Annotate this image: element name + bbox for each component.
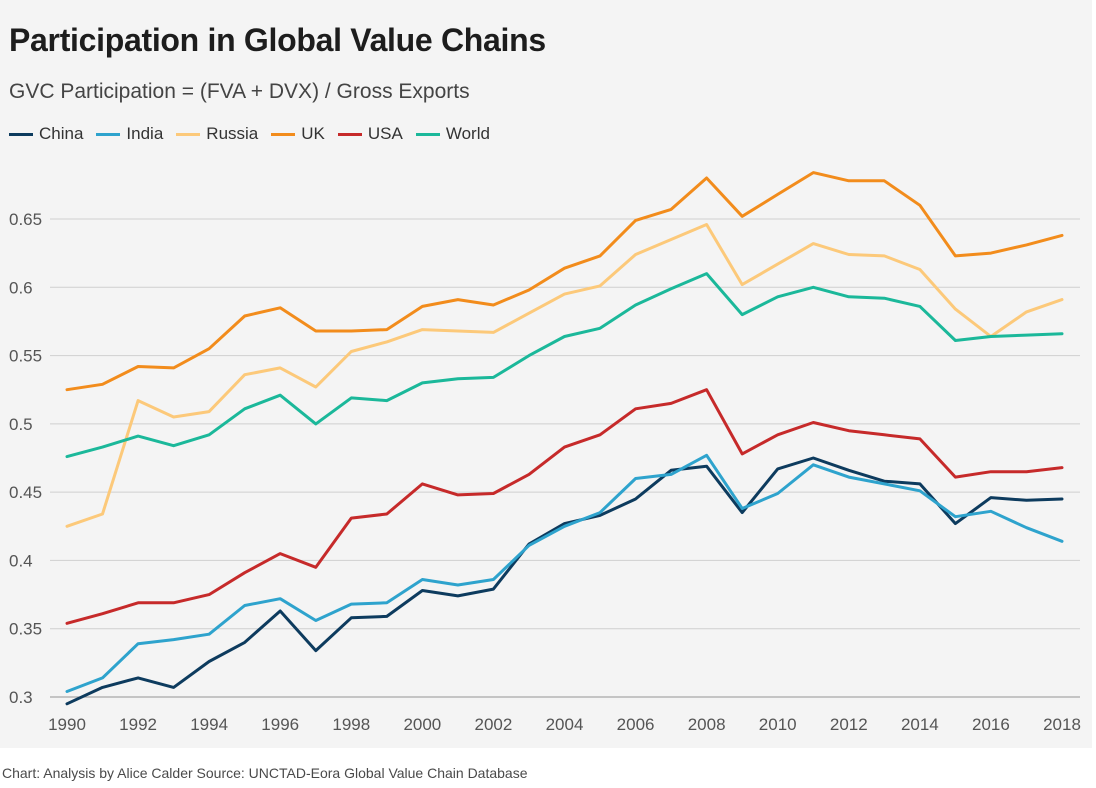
x-tick-label: 2012 xyxy=(830,715,868,734)
y-tick-label: 0.5 xyxy=(9,415,33,434)
x-tick-label: 2008 xyxy=(688,715,726,734)
y-tick-label: 0.6 xyxy=(9,278,33,297)
x-tick-label: 1992 xyxy=(119,715,157,734)
y-tick-label: 0.35 xyxy=(9,620,42,639)
legend-label: India xyxy=(126,124,164,143)
legend-label: Russia xyxy=(206,124,259,143)
legend-label: UK xyxy=(301,124,325,143)
legend-swatch xyxy=(176,132,201,136)
chart-panel xyxy=(0,0,1092,748)
series-line-uk xyxy=(65,171,1064,392)
x-tick-label: 1990 xyxy=(48,715,86,734)
x-tick-label: 2010 xyxy=(759,715,797,734)
x-tick-label: 2000 xyxy=(403,715,441,734)
x-tick-label: 1994 xyxy=(190,715,228,734)
chart-legend: China India Russia UK USA World xyxy=(9,124,503,144)
x-tick-label: 2004 xyxy=(546,715,584,734)
series-line-india xyxy=(65,453,1064,693)
legend-item-india: India xyxy=(96,124,163,144)
legend-label: China xyxy=(39,124,84,143)
series-line-russia xyxy=(65,223,1064,528)
legend-swatch xyxy=(9,132,33,136)
series-line-usa xyxy=(65,388,1064,625)
legend-swatch xyxy=(271,132,296,136)
legend-swatch xyxy=(415,132,440,136)
legend-item-russia: Russia xyxy=(176,124,258,144)
series-line-world xyxy=(65,272,1064,459)
x-tick-label: 2006 xyxy=(617,715,655,734)
legend-label: USA xyxy=(367,124,403,143)
x-tick-label: 1996 xyxy=(261,715,299,734)
chart-title: Participation in Global Value Chains xyxy=(9,22,546,58)
x-tick-label: 2018 xyxy=(1043,715,1081,734)
x-tick-label: 1998 xyxy=(332,715,370,734)
y-tick-label: 0.55 xyxy=(9,347,42,366)
line-chart: 0.3 0.35 0.4 0.45 0.5 0.55 0.6 0.65 1990 1992 1994… xyxy=(9,171,1081,734)
legend-swatch xyxy=(96,132,121,136)
legend-item-world: World xyxy=(415,124,490,144)
legend-label: World xyxy=(445,124,490,143)
legend-item-usa: USA xyxy=(337,124,403,144)
x-tick-label: 2014 xyxy=(901,715,939,734)
x-tick-label: 2016 xyxy=(972,715,1010,734)
y-tick-label: 0.45 xyxy=(9,483,42,502)
chart-caption: Chart: Analysis by Alice Calder Source: … xyxy=(2,765,528,781)
legend-swatch xyxy=(337,132,362,136)
x-tick-label: 2002 xyxy=(475,715,513,734)
series-line-china xyxy=(65,456,1064,706)
y-tick-label: 0.4 xyxy=(9,551,33,570)
y-tick-label: 0.65 xyxy=(9,210,42,229)
legend-item-uk: UK xyxy=(271,124,325,144)
y-tick-label: 0.3 xyxy=(9,688,33,707)
legend-item-china: China xyxy=(9,124,83,144)
chart-subtitle: GVC Participation = (FVA + DVX) / Gross … xyxy=(9,80,470,103)
